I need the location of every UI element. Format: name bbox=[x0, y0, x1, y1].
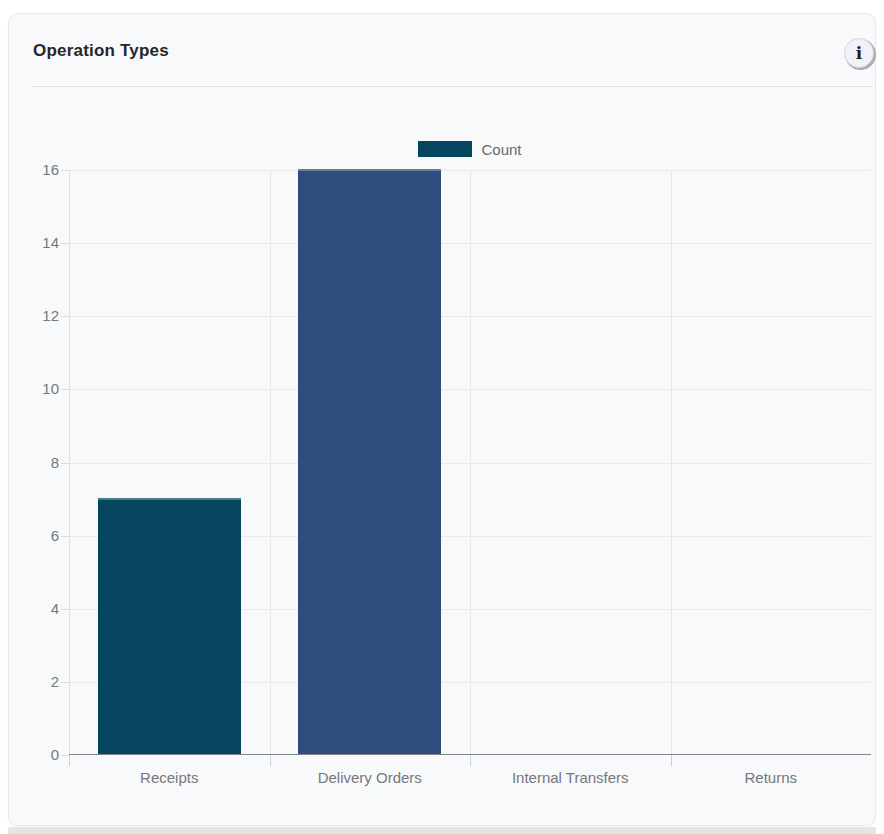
legend-swatch bbox=[418, 141, 472, 157]
operation-types-card: Operation Types i Count 0246810121416Rec… bbox=[8, 13, 876, 826]
y-axis-tick-label: 6 bbox=[11, 527, 59, 545]
x-gridline bbox=[270, 170, 271, 755]
x-axis-category-label: Delivery Orders bbox=[270, 769, 471, 786]
y-axis-tick-label: 14 bbox=[11, 234, 59, 252]
y-axis-tick-label: 8 bbox=[11, 454, 59, 472]
y-axis-tick-label: 12 bbox=[11, 307, 59, 325]
next-card-edge bbox=[8, 827, 876, 834]
dashboard-page: Operation Types i Count 0246810121416Rec… bbox=[0, 0, 884, 834]
x-tick-mark bbox=[470, 755, 471, 766]
legend-item-count[interactable]: Count bbox=[418, 141, 521, 158]
y-axis-tick-label: 10 bbox=[11, 380, 59, 398]
bar-receipts[interactable] bbox=[98, 498, 241, 754]
x-axis-category-label: Internal Transfers bbox=[470, 769, 671, 786]
header-divider bbox=[32, 86, 873, 87]
y-axis-tick-label: 16 bbox=[11, 161, 59, 179]
x-axis-category-label: Returns bbox=[671, 769, 872, 786]
y-tick-mark bbox=[61, 755, 69, 756]
x-tick-mark bbox=[69, 755, 70, 766]
y-axis-line bbox=[69, 170, 70, 766]
x-gridline bbox=[470, 170, 471, 755]
x-tick-mark bbox=[671, 755, 672, 766]
y-tick-mark bbox=[61, 463, 69, 464]
info-icon: i bbox=[856, 45, 862, 62]
x-tick-mark bbox=[270, 755, 271, 766]
y-tick-mark bbox=[61, 170, 69, 171]
chart-legend: Count bbox=[69, 138, 871, 160]
info-button[interactable]: i bbox=[844, 38, 874, 68]
bar-chart: 0246810121416ReceiptsDelivery OrdersInte… bbox=[69, 170, 871, 755]
legend-label: Count bbox=[481, 141, 521, 158]
y-tick-mark bbox=[61, 682, 69, 683]
y-tick-mark bbox=[61, 243, 69, 244]
y-axis-tick-label: 4 bbox=[11, 600, 59, 618]
y-tick-mark bbox=[61, 536, 69, 537]
page-title: Operation Types bbox=[33, 41, 169, 61]
y-tick-mark bbox=[61, 316, 69, 317]
y-axis-tick-label: 0 bbox=[11, 746, 59, 764]
x-axis-category-label: Receipts bbox=[69, 769, 270, 786]
bar-delivery-orders[interactable] bbox=[298, 169, 441, 754]
x-gridline bbox=[671, 170, 672, 755]
y-tick-mark bbox=[61, 389, 69, 390]
y-tick-mark bbox=[61, 609, 69, 610]
y-axis-tick-label: 2 bbox=[11, 673, 59, 691]
